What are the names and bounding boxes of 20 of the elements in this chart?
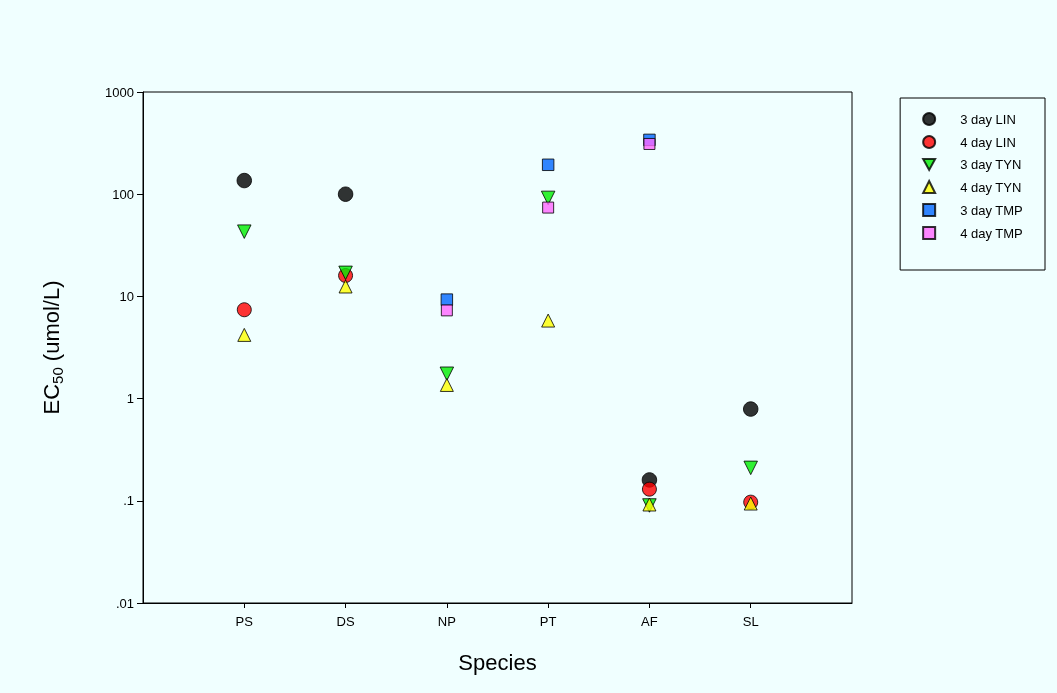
legend-label: 4 day TMP: [960, 225, 1023, 241]
y-tick-label: 100: [112, 186, 134, 202]
x-tick-label: SL: [742, 614, 759, 629]
y-axis-title: EC50 (umol/L): [39, 280, 66, 415]
x-tick-label: AF: [641, 614, 658, 629]
x-tick-label: DS: [336, 614, 355, 629]
y-tick-label: 1: [126, 391, 134, 407]
y-tick-label: 1000: [105, 84, 134, 100]
x-axis-title: Species: [458, 649, 537, 675]
legend-label: 4 day LIN: [960, 134, 1016, 150]
x-tick-label: PS: [235, 614, 254, 629]
y-tick-label: .01: [115, 595, 134, 611]
legend-label: 3 day TMP: [960, 202, 1023, 218]
legend-label: 4 day TYN: [960, 179, 1022, 195]
y-tick-label: .1: [123, 493, 134, 509]
y-tick-label: 10: [119, 288, 134, 304]
x-tick-label: NP: [437, 614, 456, 629]
legend-label: 3 day TYN: [960, 157, 1022, 172]
legend-label: 3 day LIN: [960, 111, 1016, 127]
x-tick-label: PT: [539, 614, 557, 629]
